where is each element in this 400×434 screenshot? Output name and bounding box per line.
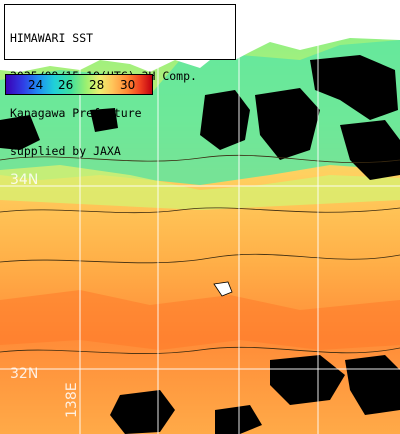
colorbar-tick-28: 28 bbox=[89, 78, 105, 92]
transition-band bbox=[0, 165, 400, 210]
cloud-mask bbox=[200, 90, 250, 150]
colorbar-tick-30: 30 bbox=[120, 78, 136, 92]
title-box: HIMAWARI SST 2025/09/15 19(UTC) 3H Comp.… bbox=[4, 4, 236, 157]
sst-colorbar: 24 26 28 30 bbox=[5, 74, 153, 95]
cloud-mask bbox=[340, 120, 400, 180]
cloud-mask bbox=[110, 390, 175, 434]
cloud-mask bbox=[0, 115, 40, 150]
lat-label-32n: 32N bbox=[10, 366, 39, 382]
sst-contour bbox=[0, 253, 400, 264]
cloud-mask bbox=[255, 88, 320, 160]
lat-label-34n: 34N bbox=[10, 172, 39, 188]
cloud-mask bbox=[345, 355, 400, 415]
sst-contour bbox=[0, 346, 400, 354]
title-credit: supplied by JAXA bbox=[10, 143, 121, 158]
title-product: HIMAWARI SST bbox=[10, 31, 94, 45]
cloud-mask bbox=[270, 355, 345, 405]
sst-contour bbox=[0, 154, 400, 164]
colorbar-tick-26: 26 bbox=[58, 78, 74, 92]
cloud-mask bbox=[310, 55, 398, 120]
title-region: Kanagawa Prefecture bbox=[10, 106, 142, 120]
island bbox=[213, 281, 233, 297]
lon-label-138e: 138E bbox=[64, 382, 80, 418]
colorbar-tick-24: 24 bbox=[28, 78, 44, 92]
sst-contour bbox=[0, 207, 400, 214]
warm-core bbox=[0, 290, 400, 350]
cloud-mask bbox=[90, 108, 118, 132]
